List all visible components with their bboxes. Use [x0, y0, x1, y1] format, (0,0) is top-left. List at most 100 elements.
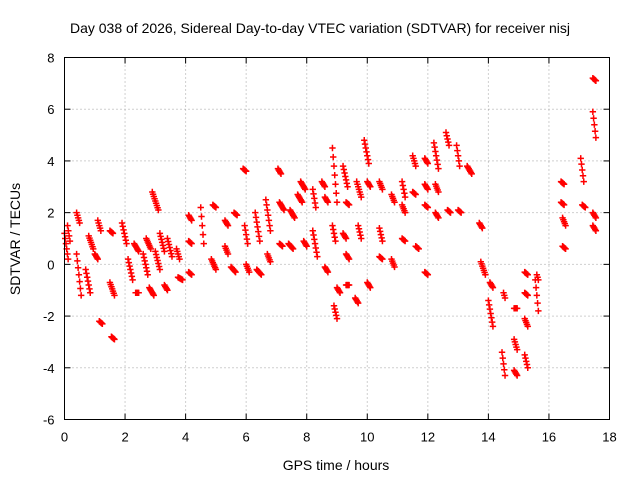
plot-frame — [64, 57, 610, 420]
data-point — [560, 201, 568, 209]
data-point — [340, 166, 348, 173]
data-point — [329, 222, 336, 229]
x-tick-label: 2 — [121, 430, 128, 445]
data-point — [591, 213, 599, 220]
data-point — [262, 196, 270, 203]
x-tick-labels: 0 2 4 6 8 10 12 14 16 18 — [61, 430, 617, 445]
data-point — [456, 162, 463, 170]
data-point — [324, 199, 332, 206]
data-point — [455, 157, 463, 165]
y-tick-label: 4 — [47, 154, 54, 169]
data-point — [212, 266, 220, 273]
data-point — [523, 361, 531, 368]
data-point — [312, 244, 320, 252]
data-point — [111, 336, 118, 343]
data-point — [424, 271, 432, 278]
data-point — [524, 323, 531, 330]
data-point — [499, 354, 506, 362]
data-point — [401, 209, 409, 216]
data-point — [358, 193, 365, 201]
data-point — [123, 240, 130, 247]
data-point — [487, 310, 494, 317]
data-point — [323, 197, 331, 205]
data-point — [329, 144, 336, 152]
data-point — [120, 226, 127, 234]
data-point — [379, 237, 386, 245]
data-point — [289, 244, 296, 252]
data-point — [453, 142, 460, 149]
data-point — [562, 245, 569, 253]
y-axis-label: SDTVAR / TECUs — [7, 183, 23, 295]
data-point — [366, 283, 373, 290]
data-point — [331, 234, 338, 241]
data-point — [149, 290, 157, 298]
data-point — [592, 134, 600, 141]
data-point — [188, 217, 195, 224]
x-tick-label: 4 — [182, 430, 189, 445]
data-point — [197, 204, 204, 211]
data-point — [435, 214, 442, 222]
data-point — [330, 162, 338, 170]
data-point — [412, 162, 419, 170]
data-point — [521, 351, 528, 359]
data-point — [582, 204, 589, 211]
data-point — [562, 222, 569, 229]
data-point — [126, 262, 133, 270]
data-point — [128, 273, 136, 280]
data-point — [264, 206, 271, 214]
data-point — [500, 360, 507, 368]
data-point — [590, 115, 597, 122]
data-point — [415, 245, 422, 253]
data-point — [343, 180, 351, 187]
data-points — [61, 74, 600, 379]
data-point — [152, 251, 160, 258]
data-point — [74, 257, 81, 265]
data-point — [310, 231, 317, 239]
data-point — [423, 184, 431, 192]
data-point — [479, 224, 486, 232]
data-point — [424, 160, 432, 167]
data-point — [364, 156, 372, 163]
data-point — [501, 294, 509, 302]
data-point — [156, 230, 164, 237]
data-point — [263, 201, 270, 209]
data-point — [534, 299, 541, 307]
data-point — [399, 182, 407, 189]
data-point — [267, 227, 274, 234]
data-point — [401, 193, 409, 201]
data-point — [342, 234, 349, 241]
data-point — [291, 214, 298, 222]
data-point — [592, 77, 600, 84]
data-point — [488, 283, 496, 290]
data-point — [154, 257, 161, 264]
data-point — [94, 255, 102, 263]
data-point — [333, 312, 340, 319]
data-point — [591, 226, 599, 233]
data-point — [592, 214, 600, 222]
data-point — [168, 253, 176, 260]
data-point — [344, 183, 351, 190]
data-point — [65, 227, 72, 234]
data-point — [199, 231, 207, 238]
data-point — [243, 235, 251, 243]
data-point — [124, 255, 132, 263]
data-point — [155, 260, 162, 267]
data-point — [345, 281, 353, 289]
data-point — [431, 143, 438, 151]
data-point — [86, 285, 93, 293]
data-point — [323, 267, 331, 275]
data-point — [535, 276, 542, 284]
data-point — [331, 305, 338, 313]
data-point — [313, 249, 320, 256]
data-point — [366, 182, 373, 189]
data-point — [264, 212, 272, 219]
data-point — [168, 250, 175, 257]
data-point — [224, 222, 232, 229]
data-point — [445, 142, 453, 149]
data-point — [489, 284, 497, 291]
data-point — [143, 268, 151, 275]
data-point — [467, 169, 475, 176]
data-point — [188, 271, 195, 278]
data-point — [341, 169, 348, 177]
